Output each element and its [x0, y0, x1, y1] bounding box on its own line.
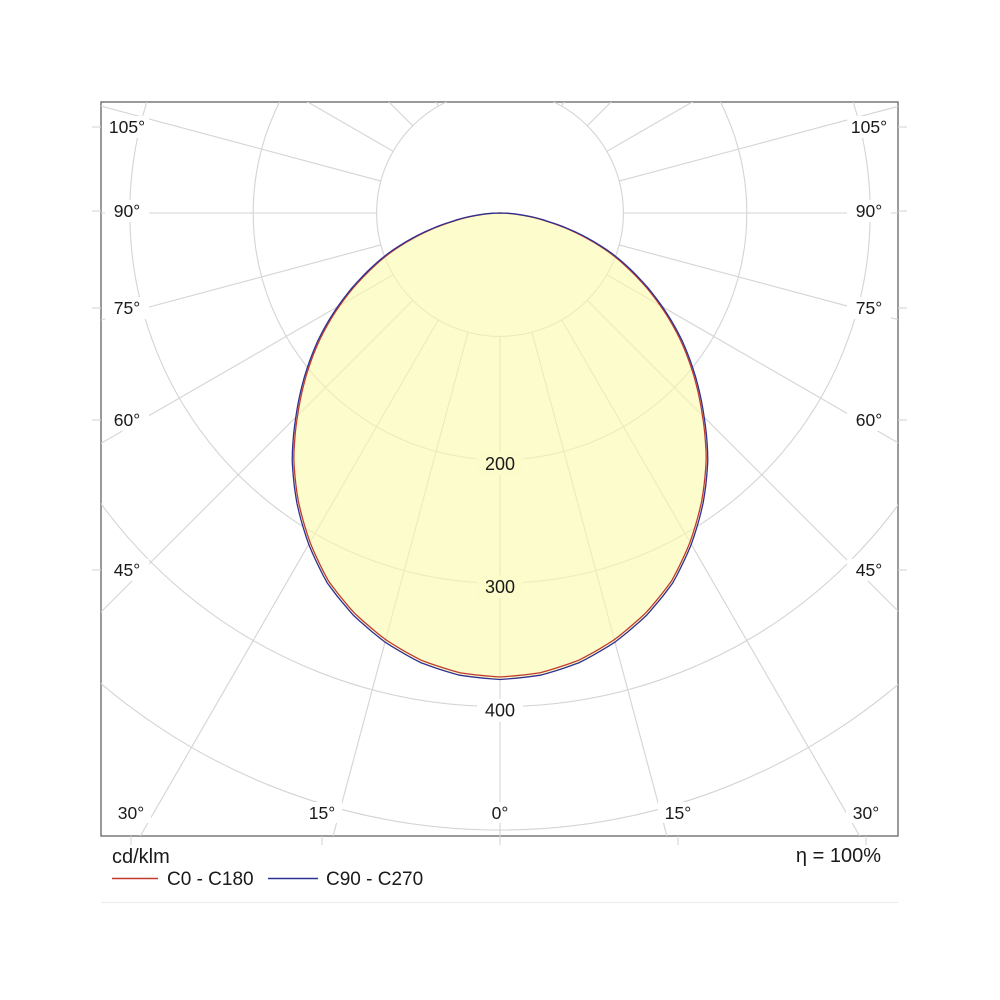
legend: cd/klm C0 - C180 C90 - C270 η = 100%	[101, 845, 898, 903]
ring-label-bg-300	[477, 575, 523, 599]
angle-label-bg-left-75°	[105, 297, 149, 319]
angle-label-bg-right-45°	[847, 559, 891, 581]
angle-label-right-75°: 75°	[856, 298, 882, 318]
angle-label-bg-left-45°	[105, 559, 149, 581]
grid-spoke-75-left	[101, 244, 381, 321]
grid-spoke-105-right	[619, 105, 898, 182]
angle-label-bottom-2-0°: 0°	[492, 803, 509, 823]
angle-label-bg-left-105°	[105, 116, 149, 138]
angle-label-bg-bottom-0	[111, 802, 151, 823]
angle-label-bg-right-60°	[847, 409, 891, 431]
angle-label-left-45°: 45°	[114, 560, 140, 580]
angle-label-bg-left-60°	[105, 409, 149, 431]
ring-value-labels: 200 300 400	[477, 451, 523, 722]
ring-label-200: 200	[485, 454, 515, 474]
legend-label-c0-c180: C0 - C180	[167, 869, 254, 890]
border-ticks	[92, 126, 907, 845]
grid-spoke-60-right	[606, 274, 898, 444]
grid-spoke-150-right	[561, 102, 565, 107]
grid-spoke-165-right	[532, 0, 759, 94]
curve-c0-c180	[293, 212, 707, 678]
angle-label-right-45°: 45°	[856, 560, 882, 580]
angle-label-bottom-0-30°: 30°	[118, 803, 144, 823]
ring-label-bg-200	[477, 451, 523, 475]
efficiency-label: η = 100%	[796, 845, 881, 867]
angle-label-left-90°: 90°	[114, 201, 140, 221]
grid-spoke-60-left	[101, 274, 394, 444]
angle-label-bottom-4-30°: 30°	[853, 803, 879, 823]
angle-label-bg-bottom-4	[846, 802, 886, 823]
curve-c90-c270	[291, 212, 709, 681]
intensity-curves	[291, 212, 709, 681]
angle-label-bg-right-90°	[847, 200, 891, 222]
intensity-fill	[292, 213, 708, 680]
angle-label-bg-bottom-1	[302, 802, 342, 823]
grid-spoke-165-left	[241, 0, 468, 94]
grid-spoke-150-left	[435, 102, 439, 107]
angle-label-bg-bottom-2	[480, 802, 520, 823]
angle-labels: 105° 105° 90° 90° 75° 75° 60° 60° 45° 45° 30° 15° 0°…	[105, 116, 891, 823]
angle-label-bottom-1-15°: 15°	[309, 803, 335, 823]
angle-label-bg-bottom-3	[658, 802, 698, 823]
angle-label-left-60°: 60°	[114, 410, 140, 430]
grid-spoke-105-left	[101, 105, 381, 182]
grid-spoke-75-right	[619, 244, 898, 321]
angle-label-bg-right-75°	[847, 297, 891, 319]
angle-label-left-75°: 75°	[114, 298, 140, 318]
ring-label-300: 300	[485, 577, 515, 597]
angle-label-right-105°: 105°	[851, 117, 887, 137]
legend-label-c90-c270: C90 - C270	[326, 869, 423, 890]
angle-label-right-90°: 90°	[856, 201, 882, 221]
angle-label-left-105°: 105°	[109, 117, 145, 137]
angle-label-bottom-3-15°: 15°	[665, 803, 691, 823]
legend-unit-label: cd/klm	[112, 846, 170, 868]
angle-label-bg-left-90°	[105, 200, 149, 222]
angle-label-right-60°: 60°	[856, 410, 882, 430]
ring-label-bg-400	[477, 698, 523, 722]
angle-label-bg-right-105°	[847, 116, 891, 138]
ring-label-400: 400	[485, 701, 515, 721]
